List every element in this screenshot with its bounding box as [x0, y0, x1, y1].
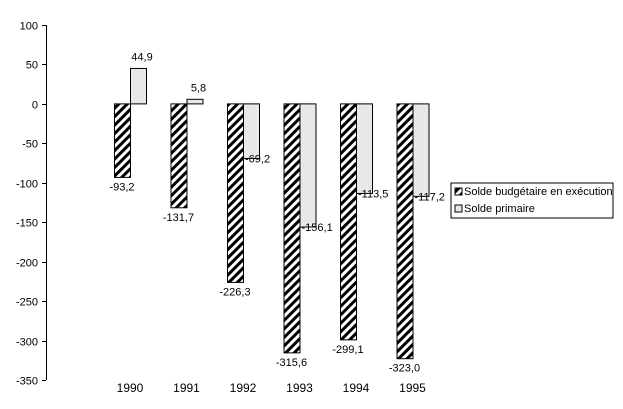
bar-primary-1994 — [356, 103, 373, 194]
legend-swatch-primary — [454, 204, 463, 213]
data-label: -323,0 — [389, 363, 420, 375]
data-label: -226,3 — [219, 286, 250, 298]
data-label: -131,7 — [163, 212, 194, 224]
y-tick-label: -350 — [16, 376, 38, 388]
bar-primary-1995 — [412, 103, 430, 197]
y-tick-label: -250 — [16, 297, 38, 309]
data-label: -156,1 — [302, 222, 333, 234]
data-label: -69,2 — [245, 153, 270, 165]
data-label: 44,9 — [131, 51, 152, 63]
legend: Solde budgétaire en exécution Solde prim… — [450, 182, 614, 219]
bars: -93,2 44,9 -131,7 5,8 -226,3 -69,2 -315,6 -156,… — [109, 51, 444, 374]
bar-budget-1992 — [227, 103, 244, 283]
x-tick-label: 1993 — [286, 381, 313, 395]
data-label: -93,2 — [109, 181, 134, 193]
x-tick-label: 1994 — [343, 381, 370, 395]
y-tick-label: -150 — [16, 218, 38, 230]
legend-label-budget: Solde budgétaire en exécution — [464, 186, 613, 198]
data-label: -113,5 — [358, 188, 388, 200]
y-tick-label: 100 — [20, 21, 38, 33]
y-tick-label: -50 — [22, 139, 38, 151]
bar-primary-1990 — [130, 67, 147, 105]
y-axis: 100 50 0 -50 -100 -150 -200 -250 -300 -350 — [16, 21, 47, 388]
y-tick-label: 50 — [26, 60, 38, 72]
y-tick-label: 0 — [32, 100, 38, 112]
bar-budget-1994 — [340, 103, 357, 341]
y-tick-label: -100 — [16, 179, 38, 191]
bar-primary-1993 — [299, 103, 317, 228]
x-tick-label: 1990 — [117, 381, 144, 395]
bar-budget-1991 — [170, 103, 188, 209]
legend-swatch-budget — [454, 187, 463, 196]
data-label: -315,6 — [276, 357, 307, 369]
x-tick-label: 1991 — [173, 381, 200, 395]
bar-budget-1993 — [283, 103, 301, 354]
data-label: -117,2 — [415, 191, 445, 203]
bar-budget-1995 — [396, 103, 414, 360]
y-tick-label: -300 — [16, 337, 38, 349]
y-tick-label: -200 — [16, 258, 38, 270]
data-label: -299,1 — [332, 344, 363, 356]
legend-label-primary: Solde primaire — [464, 203, 535, 215]
bar-primary-1992 — [243, 103, 260, 159]
legend-box — [450, 182, 614, 219]
bar-primary-1991 — [186, 98, 204, 105]
x-tick-label: 1995 — [399, 381, 426, 395]
x-axis-labels: 1990 1991 1992 1993 1994 1995 — [117, 381, 427, 395]
x-tick-label: 1992 — [230, 381, 257, 395]
data-label: 5,8 — [191, 82, 206, 94]
bar-budget-1990 — [114, 103, 131, 178]
